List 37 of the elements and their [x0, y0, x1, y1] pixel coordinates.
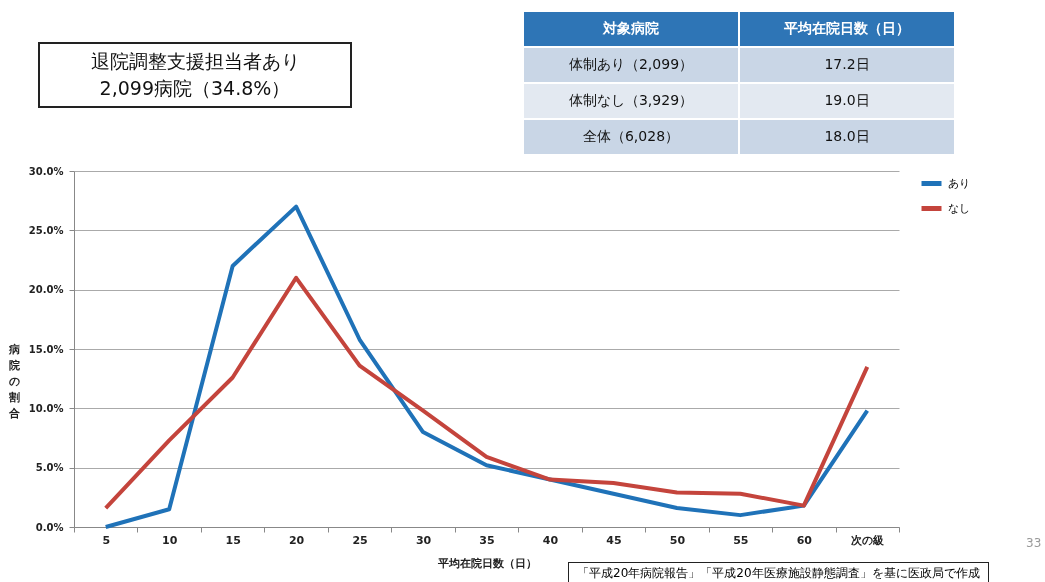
x-tick-label: 10: [162, 533, 178, 547]
x-tick-label: 次の級: [851, 533, 886, 547]
y-tick-label: 0.0%: [35, 521, 64, 533]
line-series: [103, 275, 870, 511]
x-tick-label: 50: [669, 533, 686, 547]
x-tick-label: 30: [415, 533, 432, 547]
x-tick-label: 15: [225, 533, 241, 547]
y-tick-label: 20.0%: [28, 284, 64, 296]
x-tick-label: 20: [288, 533, 305, 547]
y-axis-title: 病院の割合: [8, 342, 21, 420]
line-series: [103, 204, 870, 529]
legend-label: なし: [948, 201, 970, 215]
y-tick-label: 10.0%: [28, 402, 64, 414]
text: 「平成20年病院報告」「平成20年医療施設静態調査」を基に医政局で作成: [568, 562, 989, 582]
text: 平均在院日数（日）: [739, 11, 955, 47]
y-tick-label: 15.0%: [28, 343, 64, 355]
x-tick-label: 55: [733, 533, 749, 547]
text: 18.0日: [739, 119, 955, 155]
text: 退院調整支援担当者あり 2,099病院（34.8%）: [38, 42, 352, 108]
text: 17.2日: [739, 47, 955, 83]
text: 33: [1026, 536, 1042, 550]
text: 全体（6,028）: [523, 119, 739, 155]
x-tick-label: 40: [542, 533, 559, 547]
legend-label: あり: [948, 176, 970, 190]
text: 対象病院: [523, 11, 739, 47]
text: 体制なし（3,929）: [523, 83, 739, 119]
x-tick-label: 60: [796, 533, 813, 547]
text: 体制あり（2,099）: [523, 47, 739, 83]
x-tick-label: 25: [352, 533, 368, 547]
x-tick-label: 45: [606, 533, 622, 547]
text: 19.0日: [739, 83, 955, 119]
x-tick-label: 35: [479, 533, 495, 547]
y-tick-label: 30.0%: [28, 165, 64, 177]
y-tick-label: 5.0%: [35, 462, 64, 474]
x-tick-label: 5: [102, 533, 111, 547]
y-tick-label: 25.0%: [28, 224, 64, 236]
x-axis-title: 平均在院日数（日）: [436, 556, 537, 570]
